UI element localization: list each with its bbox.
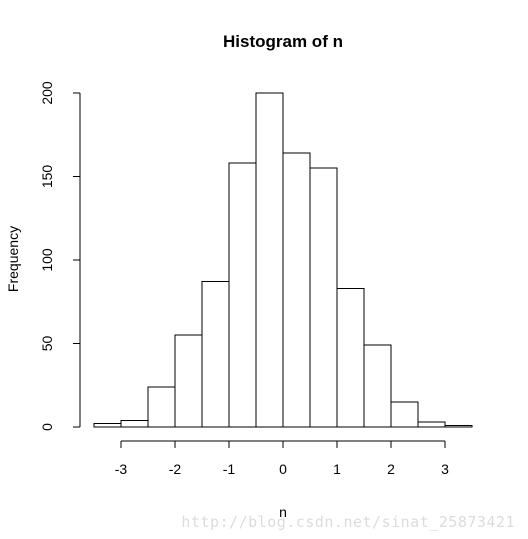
chart-title: Histogram of n <box>223 32 343 51</box>
x-axis-label: n <box>279 504 287 520</box>
histogram-bar <box>363 344 392 428</box>
y-tick-label: 200 <box>39 81 55 105</box>
histogram-bar <box>417 421 446 428</box>
y-axis-label: Frequency <box>5 226 21 292</box>
histogram-bar <box>282 152 311 428</box>
histogram-bar <box>444 424 473 428</box>
histogram-bar <box>336 287 365 428</box>
histogram-bar <box>309 167 338 428</box>
y-tick-label: 50 <box>39 336 55 352</box>
histogram-bar <box>228 162 257 428</box>
histogram-bar <box>174 334 203 428</box>
bars-group <box>93 92 473 428</box>
x-tick-label: -3 <box>115 461 128 477</box>
x-tick-label: 1 <box>333 461 341 477</box>
x-axis: -3 -2 -1 0 1 2 3 <box>115 440 449 477</box>
histogram-bar <box>147 386 176 428</box>
x-tick-label: 3 <box>441 461 449 477</box>
x-tick-label: -1 <box>223 461 236 477</box>
watermark-text: http://blog.csdn.net/sinat_25873421 <box>181 513 515 531</box>
x-tick-label: -2 <box>169 461 182 477</box>
histogram-bar <box>201 281 230 428</box>
histogram-bar <box>255 92 284 428</box>
y-tick-label: 150 <box>39 165 55 189</box>
x-tick-label: 2 <box>387 461 395 477</box>
y-tick-label: 100 <box>39 248 55 272</box>
histogram-bar <box>120 419 149 428</box>
y-tick-label: 0 <box>39 423 55 431</box>
histogram-bar <box>390 401 419 428</box>
x-tick-label: 0 <box>279 461 287 477</box>
y-axis: 0 50 100 150 200 <box>39 81 81 431</box>
histogram-bar <box>93 423 122 428</box>
